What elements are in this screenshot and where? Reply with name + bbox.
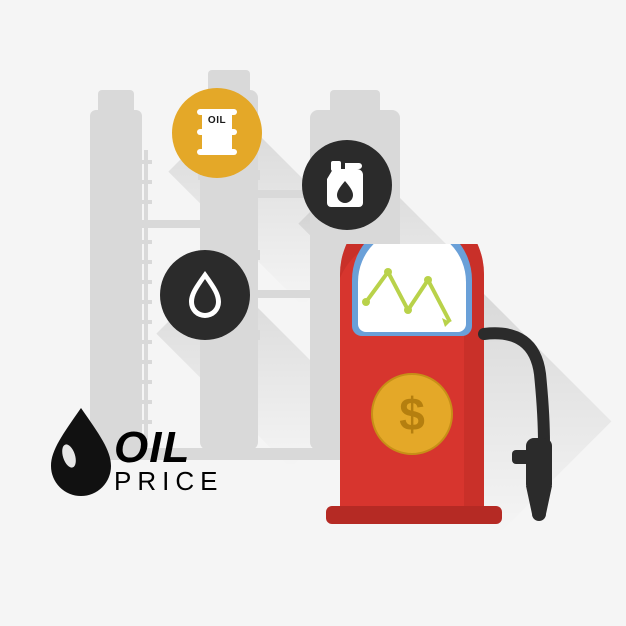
oil-barrel-icon	[196, 105, 238, 161]
title-block: OIL PRICE	[114, 428, 223, 497]
barrel-circle-icon: OIL	[172, 88, 262, 178]
drop-circle-icon	[160, 250, 250, 340]
fuel-pump-icon: $	[326, 244, 556, 534]
pump-nozzle-icon	[512, 438, 552, 521]
dollar-symbol: $	[399, 388, 425, 440]
title-line1: OIL	[114, 428, 223, 468]
oil-drop-large-icon	[46, 406, 116, 502]
pump-hose	[484, 333, 544, 444]
jerrycan-icon	[323, 159, 371, 211]
drop-icon	[185, 269, 225, 321]
infographic-canvas: OIL OIL PRICE	[0, 0, 626, 626]
barrel-label: OIL	[208, 115, 226, 126]
jerrycan-circle-icon	[302, 140, 392, 230]
title-line2: PRICE	[114, 466, 223, 497]
